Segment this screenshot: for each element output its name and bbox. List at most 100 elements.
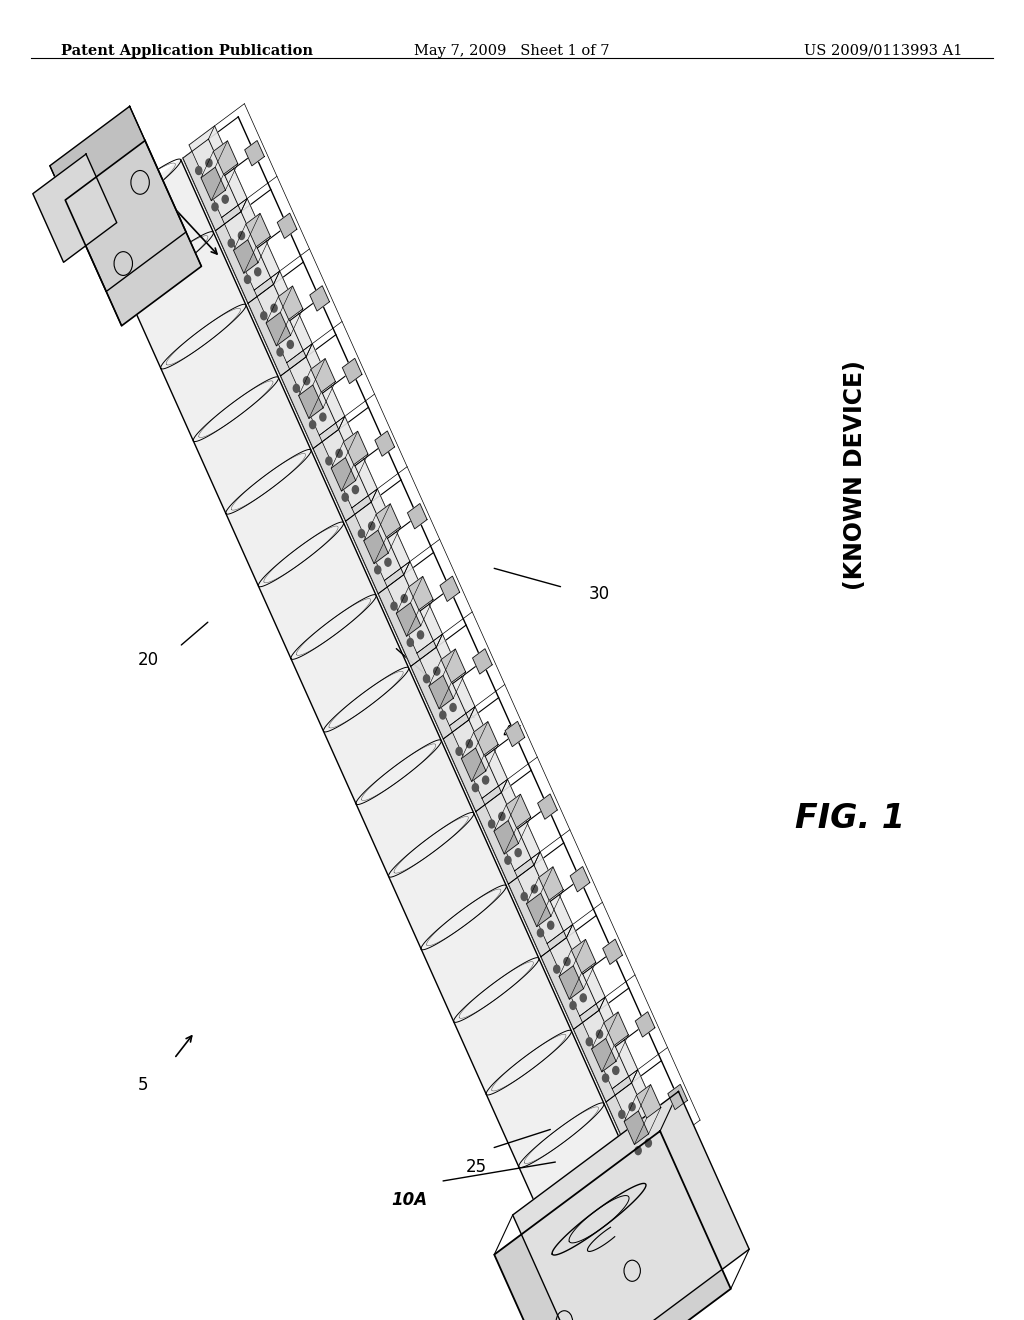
Circle shape — [369, 521, 375, 529]
Polygon shape — [378, 574, 436, 667]
Text: 25: 25 — [466, 1158, 486, 1176]
Polygon shape — [266, 313, 291, 346]
Polygon shape — [384, 561, 442, 653]
Circle shape — [278, 348, 284, 356]
Polygon shape — [429, 676, 454, 709]
Circle shape — [239, 231, 245, 239]
Circle shape — [548, 921, 554, 929]
Polygon shape — [221, 198, 280, 290]
Circle shape — [222, 195, 228, 203]
Circle shape — [570, 1002, 577, 1010]
Polygon shape — [547, 924, 605, 1016]
Circle shape — [326, 457, 332, 465]
Polygon shape — [441, 649, 466, 682]
Circle shape — [408, 639, 414, 647]
Text: Patent Application Publication: Patent Application Publication — [61, 44, 313, 58]
Circle shape — [358, 529, 365, 537]
Circle shape — [375, 566, 381, 574]
Polygon shape — [183, 139, 241, 231]
Circle shape — [196, 166, 202, 174]
Circle shape — [488, 820, 495, 828]
Circle shape — [482, 776, 488, 784]
Polygon shape — [213, 141, 238, 174]
Circle shape — [401, 594, 408, 602]
Polygon shape — [508, 865, 566, 957]
Polygon shape — [248, 284, 306, 376]
Circle shape — [319, 413, 326, 421]
Circle shape — [439, 711, 445, 719]
Circle shape — [564, 957, 570, 965]
Polygon shape — [409, 577, 433, 610]
Polygon shape — [310, 285, 330, 312]
Circle shape — [531, 884, 538, 892]
Text: 30: 30 — [589, 585, 610, 603]
Polygon shape — [417, 634, 475, 726]
Text: 20: 20 — [137, 651, 159, 669]
Polygon shape — [215, 211, 273, 304]
Text: (KNOWN DEVICE): (KNOWN DEVICE) — [843, 360, 867, 590]
Polygon shape — [506, 795, 530, 828]
Polygon shape — [33, 154, 117, 263]
Polygon shape — [352, 488, 410, 581]
Text: US 2009/0113993 A1: US 2009/0113993 A1 — [804, 44, 963, 58]
Polygon shape — [201, 168, 225, 201]
Circle shape — [424, 675, 430, 682]
Polygon shape — [279, 286, 303, 319]
Polygon shape — [495, 1131, 731, 1320]
Circle shape — [596, 1030, 602, 1038]
Polygon shape — [580, 997, 638, 1089]
Text: 5: 5 — [138, 1076, 148, 1094]
Text: 10Q: 10Q — [99, 153, 136, 172]
Circle shape — [293, 384, 299, 392]
Circle shape — [271, 304, 278, 312]
Circle shape — [505, 857, 511, 865]
Circle shape — [466, 739, 472, 747]
Polygon shape — [570, 866, 590, 892]
Polygon shape — [245, 140, 264, 166]
Polygon shape — [443, 719, 502, 812]
Polygon shape — [635, 1011, 655, 1038]
Circle shape — [586, 1038, 592, 1045]
Polygon shape — [539, 867, 563, 900]
Polygon shape — [311, 359, 336, 392]
Polygon shape — [552, 1184, 646, 1255]
Circle shape — [391, 602, 397, 610]
Text: 45: 45 — [502, 723, 523, 742]
Circle shape — [352, 486, 358, 494]
Polygon shape — [331, 458, 355, 491]
Polygon shape — [637, 1085, 660, 1118]
Circle shape — [618, 1110, 625, 1118]
Circle shape — [554, 965, 560, 973]
Polygon shape — [246, 214, 270, 247]
Polygon shape — [559, 966, 584, 999]
Circle shape — [309, 421, 315, 429]
Polygon shape — [472, 648, 493, 675]
Polygon shape — [612, 1069, 671, 1162]
Polygon shape — [668, 1084, 687, 1110]
Polygon shape — [364, 531, 388, 564]
Polygon shape — [278, 213, 297, 239]
Circle shape — [206, 158, 212, 166]
Polygon shape — [604, 1012, 629, 1045]
Circle shape — [499, 812, 505, 820]
Text: May 7, 2009   Sheet 1 of 7: May 7, 2009 Sheet 1 of 7 — [415, 44, 609, 58]
Circle shape — [538, 929, 544, 937]
Circle shape — [635, 1147, 641, 1155]
Circle shape — [245, 276, 251, 284]
Circle shape — [515, 849, 521, 857]
Circle shape — [261, 312, 267, 319]
Circle shape — [336, 449, 342, 457]
Text: FIG. 1: FIG. 1 — [795, 801, 905, 836]
Polygon shape — [189, 125, 247, 218]
Circle shape — [456, 747, 462, 755]
Polygon shape — [573, 1010, 632, 1102]
Circle shape — [612, 1067, 618, 1074]
Polygon shape — [233, 240, 258, 273]
Circle shape — [434, 667, 440, 675]
Polygon shape — [482, 779, 540, 871]
Circle shape — [342, 494, 348, 502]
Polygon shape — [396, 603, 421, 636]
Circle shape — [228, 239, 234, 247]
Circle shape — [472, 784, 478, 792]
Polygon shape — [299, 385, 324, 418]
